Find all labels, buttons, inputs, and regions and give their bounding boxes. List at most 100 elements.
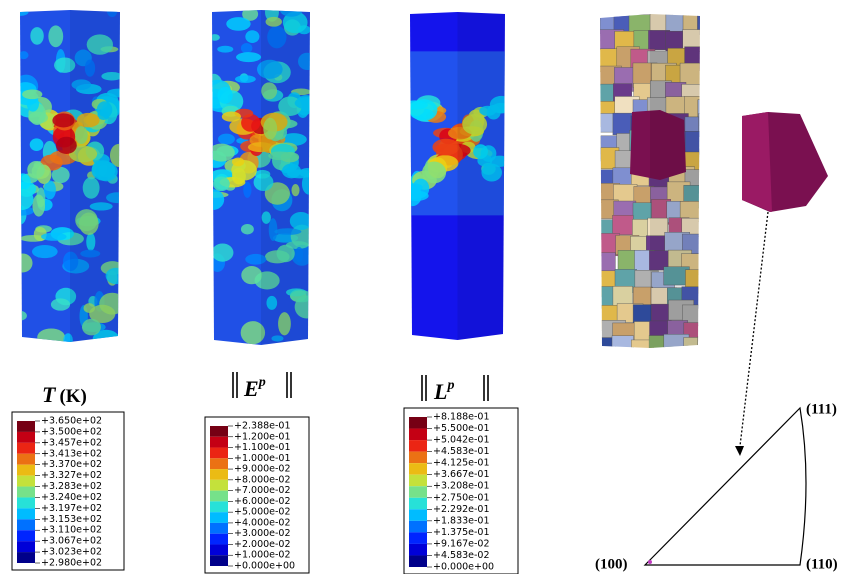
blob — [63, 333, 73, 342]
blob — [264, 10, 279, 22]
legend-label: +0.000e+00 — [433, 562, 494, 573]
blob — [240, 224, 254, 235]
blob — [20, 10, 29, 16]
legend-label: +4.000e-02 — [234, 517, 291, 528]
legend-label: +3.153e+02 — [41, 514, 102, 525]
band-blob — [91, 160, 116, 181]
blob — [253, 173, 274, 192]
legend-label: +1.000e-02 — [234, 550, 291, 561]
legend-swatch — [17, 442, 35, 454]
legend-swatch — [409, 474, 427, 487]
blob — [20, 51, 29, 60]
blob — [80, 249, 101, 258]
band-blob — [481, 163, 503, 182]
legend-label: +3.413e+02 — [41, 448, 102, 459]
grain — [697, 14, 700, 35]
legend-swatch — [409, 486, 427, 498]
blob — [86, 232, 96, 251]
legend-label: +3.370e+02 — [41, 459, 102, 470]
blob — [240, 43, 253, 54]
band-blob — [26, 96, 39, 112]
legend-label: +4.583e-01 — [433, 446, 490, 457]
band-blob — [69, 145, 98, 163]
grain — [697, 99, 700, 126]
grains — [600, 14, 728, 348]
legend-swatch — [409, 532, 427, 544]
side-shade — [261, 10, 310, 345]
band-blob — [247, 142, 274, 153]
blob — [274, 228, 302, 235]
grain — [700, 34, 725, 55]
band-blob — [281, 163, 301, 179]
legend-box — [204, 416, 310, 574]
legend-label: +3.327e+02 — [41, 470, 102, 481]
legend-swatch — [210, 555, 228, 566]
band-blob — [20, 173, 31, 191]
band-blob — [473, 144, 488, 159]
blob — [276, 244, 295, 263]
legend-swatch — [210, 436, 228, 448]
norm-bars — [232, 372, 489, 401]
legend-label: +8.188e-01 — [433, 412, 490, 423]
grain — [698, 113, 700, 137]
grain — [702, 272, 728, 293]
panel-title: T (K) — [42, 382, 87, 407]
blob — [105, 267, 120, 285]
legend-swatch — [409, 417, 427, 429]
side-shade — [457, 12, 505, 340]
legend-swatch — [17, 508, 35, 520]
legend-swatch — [210, 501, 228, 513]
blob — [41, 232, 67, 241]
legend-swatch — [210, 490, 228, 502]
blob — [86, 34, 114, 55]
column — [20, 10, 120, 342]
blob — [290, 290, 310, 303]
band-blob — [263, 117, 278, 140]
legend-label: +3.000e-02 — [234, 528, 291, 539]
legend-label: +3.240e+02 — [41, 492, 102, 503]
blob — [271, 335, 284, 342]
band-blob — [217, 86, 233, 104]
blob — [261, 211, 271, 224]
legend-label: +4.125e-01 — [433, 458, 490, 469]
legend-label: +3.110e+02 — [41, 525, 102, 536]
panel-title: Ep — [243, 375, 266, 401]
legend-swatch — [409, 440, 427, 452]
grain — [699, 286, 700, 309]
pole-label: (110) — [806, 556, 838, 572]
blob — [212, 34, 220, 41]
legend-swatch — [17, 431, 35, 443]
band-blob — [22, 89, 43, 100]
legend-box — [403, 407, 519, 574]
pole-label: (111) — [806, 401, 837, 417]
blob — [106, 192, 120, 204]
grain — [702, 202, 721, 228]
legend-label: +3.208e-01 — [433, 481, 490, 492]
legend-swatch — [210, 544, 228, 556]
band-blob — [294, 96, 310, 110]
legend-label: +3.067e+02 — [41, 536, 102, 547]
legend-label: +5.000e-02 — [234, 507, 291, 518]
legend-swatch — [17, 497, 35, 509]
grain — [699, 164, 700, 185]
legend-swatch — [409, 543, 427, 556]
band-blob — [27, 160, 45, 179]
blob — [282, 11, 308, 34]
legend-swatch — [210, 479, 228, 491]
blob — [30, 27, 44, 45]
legend-label: +4.583e-02 — [433, 550, 490, 561]
blob — [243, 181, 252, 198]
blob — [75, 209, 98, 232]
band-blob — [76, 112, 100, 128]
panel-title: Lp — [433, 378, 454, 404]
grain — [631, 339, 654, 348]
blob — [285, 241, 309, 249]
column — [212, 10, 310, 345]
blob — [29, 138, 44, 151]
legend-swatch — [409, 509, 427, 521]
legend-swatch — [210, 522, 228, 534]
blob — [235, 75, 256, 83]
band-blob — [432, 138, 460, 156]
band-blob — [268, 151, 292, 161]
grain — [702, 250, 727, 271]
